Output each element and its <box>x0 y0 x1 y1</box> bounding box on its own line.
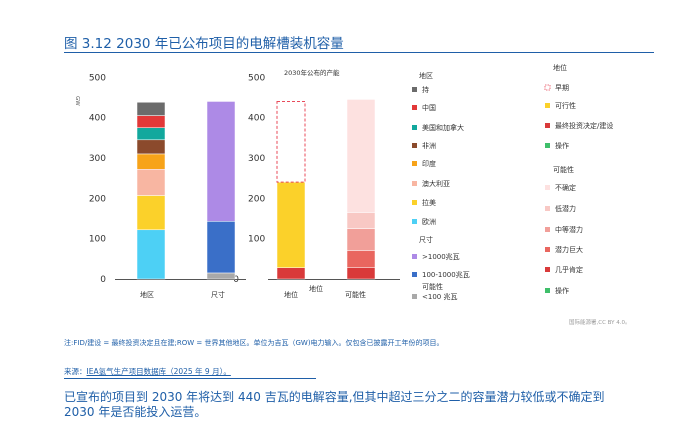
legend-swatch <box>412 143 417 148</box>
legend-label: <100 兆瓦 <box>422 292 457 301</box>
legend-swatch <box>412 161 417 166</box>
x-category-label: 地位 <box>309 284 323 293</box>
bar-segment <box>346 99 376 213</box>
legend-label: 100-1000兆瓦 <box>422 270 470 279</box>
legend-swatch <box>545 267 550 272</box>
legend-swatch <box>545 123 550 128</box>
legend-label: 印度 <box>422 159 436 168</box>
legend-label: 中国 <box>422 103 436 112</box>
bar-segment <box>136 153 166 170</box>
legend-swatch <box>545 247 550 252</box>
bar-segment <box>136 127 166 141</box>
x-category-label: 尺寸 <box>211 290 225 299</box>
panel-title: 2030年公布的产能 <box>284 68 340 77</box>
y-tick-label: 200 <box>89 194 106 204</box>
title-rule <box>64 52 654 53</box>
source-prefix: 来源： <box>64 367 87 376</box>
legend-swatch <box>545 288 550 293</box>
legend-label: 可行性 <box>555 101 576 110</box>
legend-section-title: 地位 <box>553 63 567 72</box>
legend-label: 非洲 <box>422 141 436 150</box>
legend-swatch <box>545 143 550 148</box>
legend-label: >1000兆瓦 <box>422 252 460 261</box>
y-tick-label: 100 <box>248 235 265 245</box>
legend-swatch <box>412 219 417 224</box>
license-credit: 国际能源署,CC BY 4.0。 <box>569 320 631 326</box>
legend-label: 欧洲 <box>422 217 436 226</box>
legend-swatch <box>412 125 417 130</box>
legend-label: 潜力巨大 <box>555 245 583 254</box>
bar-segment <box>136 139 166 155</box>
figure-summary: 已宣布的项目到 2030 年将达到 440 吉瓦的电解容量,但其中超过三分之二的… <box>64 390 605 419</box>
legend-label: 拉美 <box>422 198 436 207</box>
legend-label: 几乎肯定 <box>555 265 583 274</box>
legend-label: 操作 <box>555 141 569 150</box>
legend-label: 中等潜力 <box>555 225 583 234</box>
bar-segment <box>206 101 236 222</box>
bar-segment <box>206 272 236 280</box>
legend-label: 持 <box>422 85 429 94</box>
y-tick-label: 200 <box>248 194 265 204</box>
y-unit-label: GW <box>74 96 80 106</box>
legend-swatch <box>545 227 550 232</box>
y-tick-label: 500 <box>89 73 106 83</box>
legend-label: 美国和加拿大 <box>422 123 464 132</box>
legend-label: 不确定 <box>555 183 576 192</box>
figure-source: 来源：IEA氢气生产项目数据库（2025 年 9 月）。 <box>64 366 231 377</box>
legend-swatch <box>545 103 550 108</box>
electrolyser-capacity-chart: 0100200300400500GW01002003004005002030年公… <box>74 63 613 301</box>
legend-swatch <box>545 185 550 190</box>
bar-segment <box>136 115 166 128</box>
y-tick-label: 100 <box>89 235 106 245</box>
legend-swatch <box>412 254 417 259</box>
bar-segment <box>346 267 376 280</box>
legend-swatch <box>412 87 417 92</box>
figure-title: 图 3.12 2030 年已公布项目的电解槽装机容量 <box>64 36 344 52</box>
legend-swatch <box>412 272 417 277</box>
legend-section-title: 地区 <box>419 71 433 80</box>
legend-swatch <box>545 206 550 211</box>
y-tick-label: 400 <box>89 114 106 124</box>
legend-swatch <box>412 294 417 299</box>
y-tick-label: 400 <box>248 114 265 124</box>
bar-segment <box>276 181 306 268</box>
bar-segment <box>136 168 166 196</box>
x-category-label: 地区 <box>140 290 154 299</box>
bar-segment <box>346 212 376 229</box>
y-tick-label: 300 <box>89 154 106 164</box>
y-tick-label: 500 <box>248 73 265 83</box>
legend-swatch <box>412 181 417 186</box>
figure-note: 注:FID/建设 = 最终投资决定且在建;ROW = 世界其他地区。单位为吉瓦（… <box>64 339 444 347</box>
bar-segment <box>346 228 376 252</box>
source-underline <box>64 378 316 379</box>
bar-segment <box>276 100 306 183</box>
y-tick-label: 300 <box>248 154 265 164</box>
legend-label: 最终投资决定/建设 <box>555 121 613 130</box>
legend-label: 低潜力 <box>555 204 576 213</box>
bar-segment <box>136 195 166 231</box>
legend-swatch <box>412 105 417 110</box>
legend-section-title: 尺寸 <box>419 235 433 244</box>
source-link[interactable]: IEA氢气生产项目数据库（2025 年 9 月）。 <box>86 367 231 376</box>
legend-label: 早期 <box>555 84 569 92</box>
bar-segment <box>136 102 166 116</box>
bar-segment <box>276 267 306 280</box>
legend-swatch <box>544 84 551 91</box>
legend-extra-label: 可能性 <box>422 282 443 291</box>
legend-swatch <box>412 200 417 205</box>
bar-segment <box>206 221 236 274</box>
bar-segment <box>346 250 376 268</box>
legend-section-title: 可能性 <box>553 165 574 174</box>
legend-label: 澳大利亚 <box>422 179 450 188</box>
bar-segment <box>136 229 166 280</box>
x-category-label: 可能性 <box>345 290 366 299</box>
legend-label: 操作 <box>555 286 569 295</box>
x-category-label: 地位 <box>284 290 298 299</box>
y-tick-label: 0 <box>100 275 106 285</box>
